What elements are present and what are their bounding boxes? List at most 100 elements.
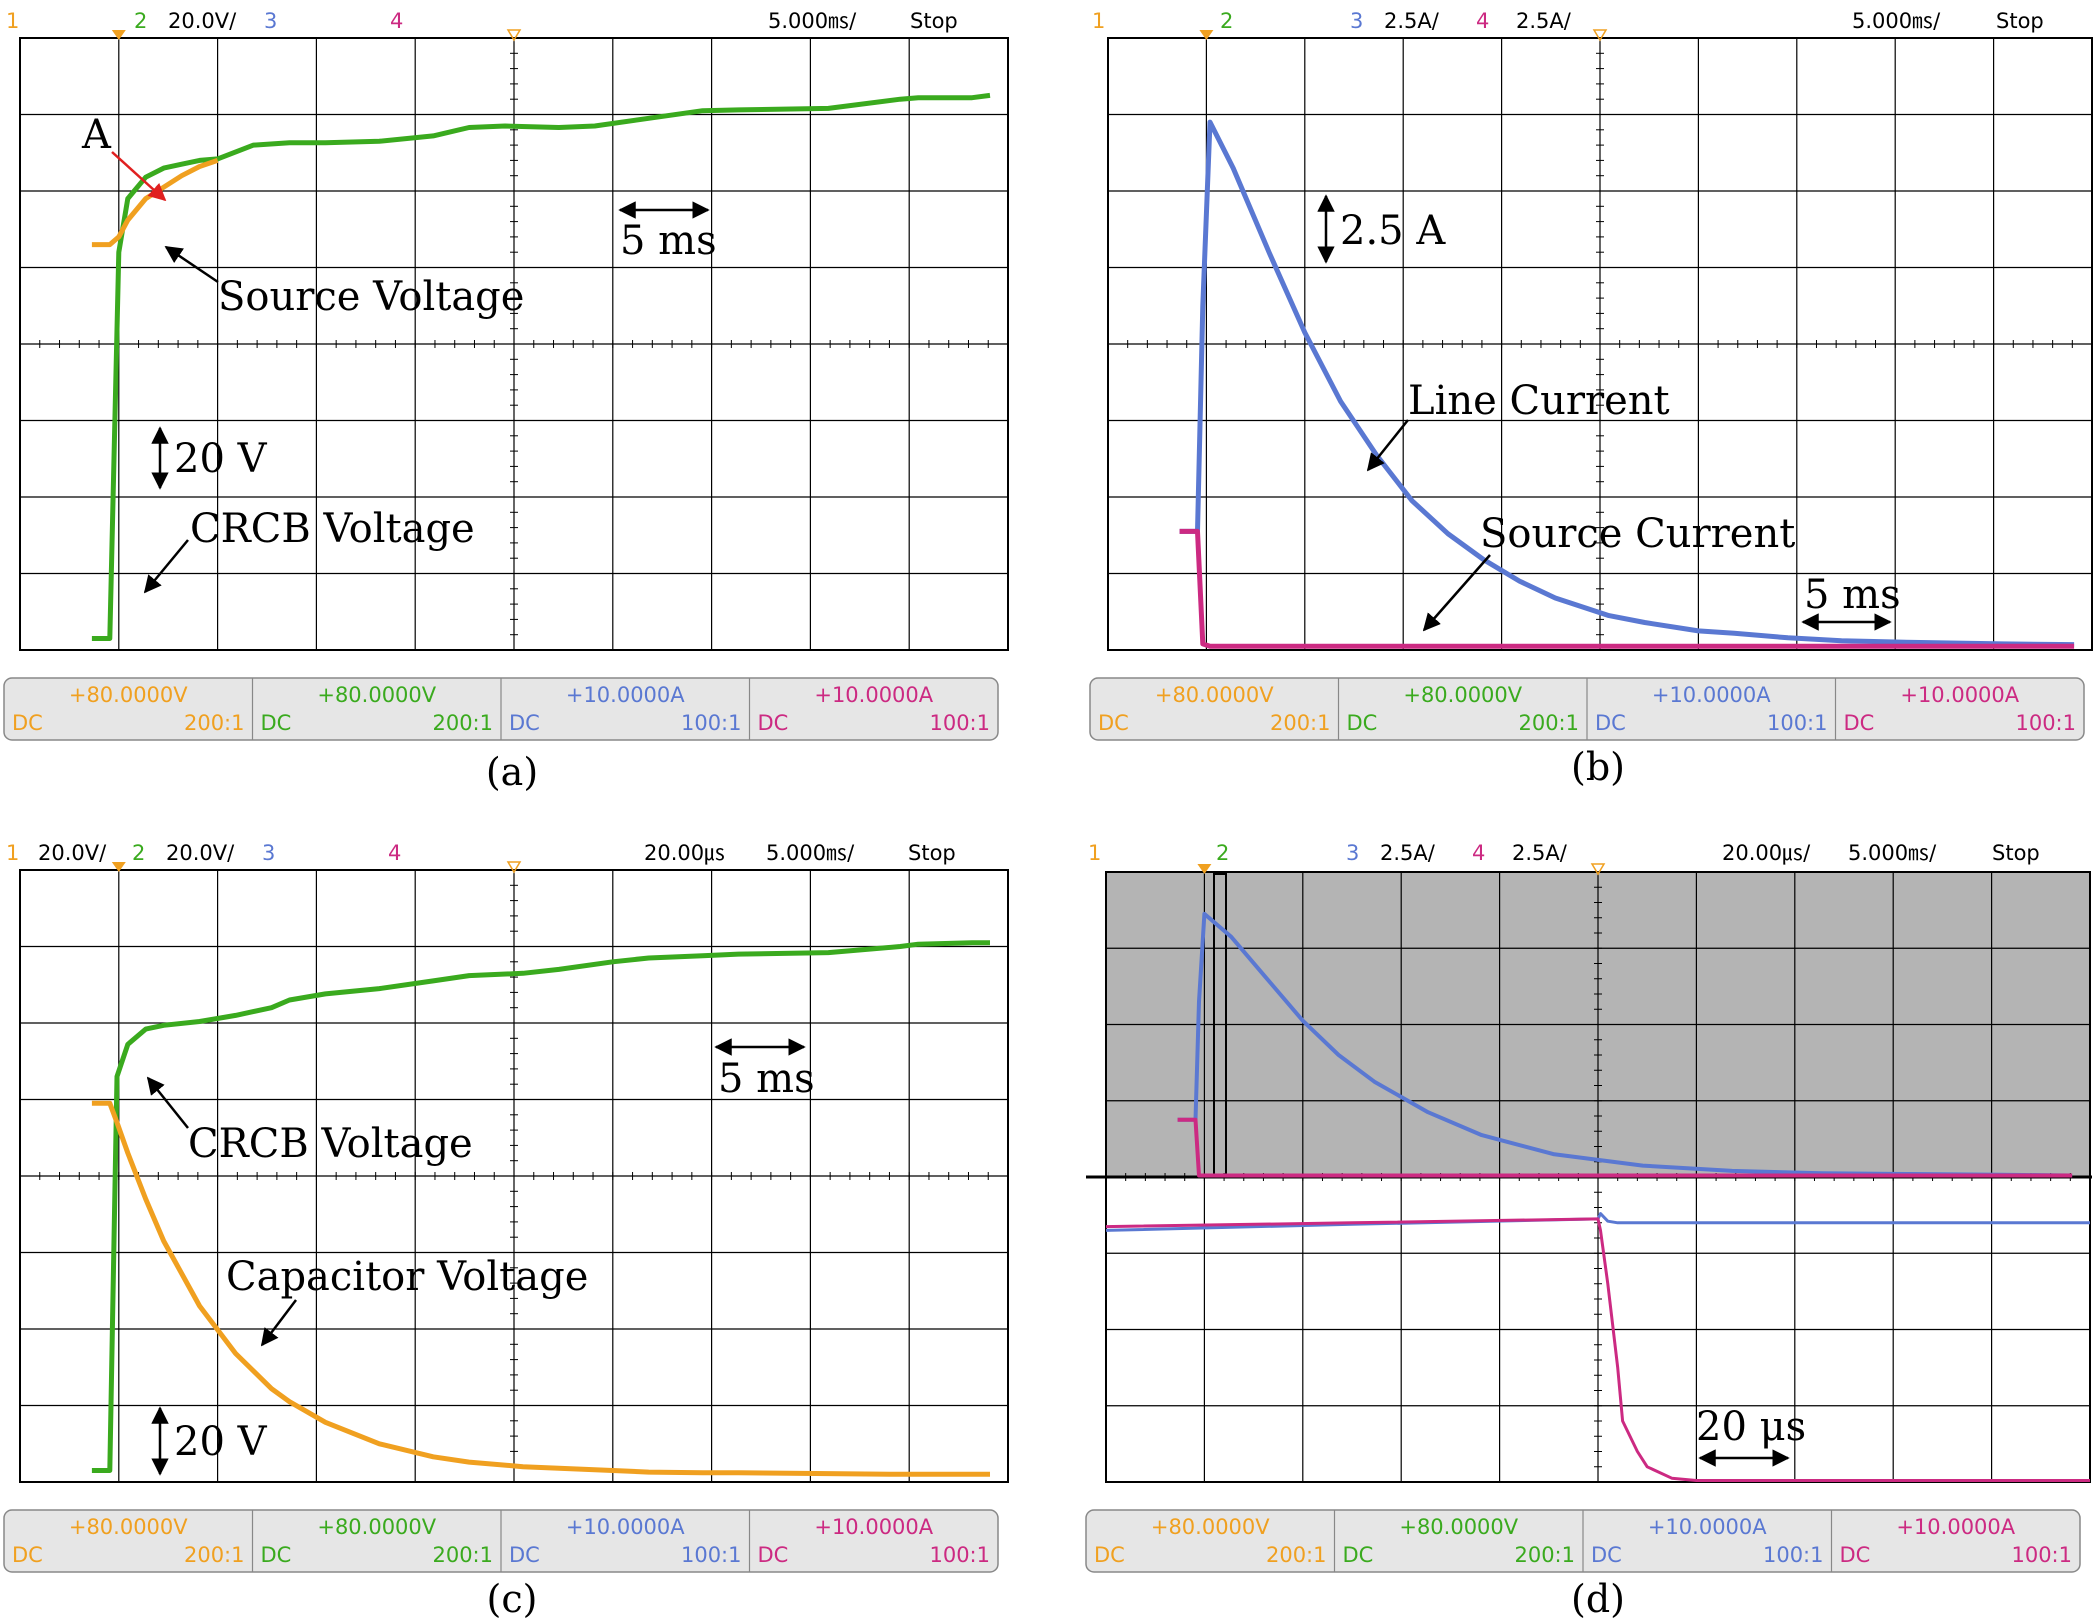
label-source-voltage: Source Voltage: [218, 274, 524, 320]
annotations-c: CRCB Voltage Capacitor Voltage 20 V 5 ms: [146, 1038, 815, 1476]
trace-line-current: [1105, 1212, 2090, 1232]
channel-coupling: DC: [261, 711, 292, 735]
trace-line-current: [1177, 911, 2073, 1178]
label-20v: 20 V: [174, 436, 268, 482]
channel-coupling: DC: [12, 711, 43, 735]
label-20us: 20 μs: [1696, 1404, 1806, 1450]
channel-offset: +80.0000V: [1155, 683, 1274, 707]
channel-probe: 100:1: [2011, 1543, 2072, 1567]
hdr-ch3: 3: [1346, 841, 1359, 865]
header-a: 1 2 20.0V/ 3 4 5.000㎳/ Stop: [6, 9, 958, 33]
channel-coupling: DC: [12, 1543, 43, 1567]
hdr-ch4: 4: [1476, 9, 1489, 33]
panel-d: 1 2 3 2.5A/ 4 2.5A/ 20.00㎲/ 5.000㎳/ Stop…: [1085, 841, 2092, 1621]
channel-coupling: DC: [1595, 711, 1626, 735]
channel-coupling: DC: [1347, 711, 1378, 735]
trace-line-current: [1179, 119, 2075, 648]
trigger-marker: [1197, 864, 1212, 874]
hdr-ch1-scale: 20.0V/: [38, 841, 107, 865]
channel-coupling: DC: [1094, 1543, 1125, 1567]
channel-coupling: DC: [1343, 1543, 1374, 1567]
hdr-timebase: 5.000㎳/: [1852, 9, 1941, 33]
label-5ms: 5 ms: [718, 1056, 815, 1102]
hdr-ch3: 3: [262, 841, 275, 865]
caption-a: (a): [486, 750, 538, 794]
arrow-crcb-voltage: [146, 1076, 189, 1129]
center-marker: [506, 29, 522, 42]
channel-coupling: DC: [1840, 1543, 1871, 1567]
channel-coupling: DC: [1844, 711, 1875, 735]
channel-coupling: DC: [758, 711, 789, 735]
panel-b: 1 2 3 2.5A/ 4 2.5A/ 5.000㎳/ Stop 2.5 A L…: [1089, 9, 2093, 789]
hdr-ch2: 2: [1216, 841, 1229, 865]
arrow-crcb-voltage: [143, 539, 189, 594]
label-5ms: 5 ms: [1804, 572, 1901, 618]
hdr-ch2: 2: [1220, 9, 1233, 33]
label-20v: 20 V: [174, 1419, 268, 1465]
trace-source-current: [1177, 1117, 2073, 1178]
label-crcb-voltage: CRCB Voltage: [188, 1121, 473, 1167]
channel-probe: 100:1: [681, 1543, 742, 1567]
caption-b: (b): [1571, 745, 1625, 789]
channel-offset: +80.0000V: [1403, 683, 1522, 707]
channel-coupling: DC: [758, 1543, 789, 1567]
trace-source-current: [1179, 528, 2075, 649]
hdr-ch2: 2: [134, 9, 147, 33]
channel-offset: +80.0000V: [69, 1515, 188, 1539]
hdr-ch2-scale: 20.0V/: [166, 841, 235, 865]
channel-offset: +80.0000V: [69, 683, 188, 707]
hdr-ch3-scale: 2.5A/: [1384, 9, 1440, 33]
label-2-5a: 2.5 A: [1340, 208, 1446, 254]
channel-probe: 100:1: [929, 711, 990, 735]
panel-c: 1 20.0V/ 2 20.0V/ 3 4 20.00㎲ 5.000㎳/ Sto…: [3, 841, 1009, 1621]
channel-offset: +80.0000V: [1151, 1515, 1270, 1539]
center-marker: [1592, 29, 1608, 42]
hdr-ch1: 1: [6, 9, 19, 33]
caption-d: (d): [1571, 1577, 1625, 1621]
channel-coupling: DC: [1098, 711, 1129, 735]
channel-offset: +10.0000A: [1900, 683, 2019, 707]
hdr-ch1: 1: [6, 841, 19, 865]
channel-probe: 100:1: [1767, 711, 1828, 735]
hdr-timebase: 5.000㎳/: [1848, 841, 1937, 865]
annotations-d: 20 μs: [1696, 1404, 1806, 1467]
trace-capacitor-voltage: [91, 1100, 990, 1477]
hdr-ch3-scale: 2.5A/: [1380, 841, 1436, 865]
channel-coupling: DC: [1591, 1543, 1622, 1567]
trace-crcb-voltage: [91, 92, 991, 641]
header-d: 1 2 3 2.5A/ 4 2.5A/ 20.00㎲/ 5.000㎳/ Stop: [1088, 841, 2040, 866]
hdr-ch2-scale: 20.0V/: [168, 9, 237, 33]
channel-bar-a: +80.0000V DC 200:1 +80.0000V DC 200:1 +10.0000…: [3, 677, 999, 741]
channel-probe: 200:1: [1514, 1543, 1575, 1567]
hdr-status: Stop: [1992, 841, 2040, 865]
channel-probe: 200:1: [1518, 711, 1579, 735]
channel-bar-d: +80.0000V DC 200:1 +80.0000V DC 200:1 +10.0000…: [1085, 1509, 2081, 1573]
channel-offset: +10.0000A: [814, 683, 933, 707]
hdr-ch3: 3: [264, 9, 277, 33]
traces-a: [91, 92, 991, 641]
hdr-status: Stop: [908, 841, 956, 865]
hdr-ch1: 1: [1088, 841, 1101, 865]
hdr-ch1: 1: [1092, 9, 1105, 33]
label-A: A: [81, 112, 112, 158]
trigger-marker: [111, 30, 126, 40]
grid-c: [19, 861, 1009, 1483]
header-c: 1 20.0V/ 2 20.0V/ 3 4 20.00㎲ 5.000㎳/ Sto…: [6, 841, 956, 866]
arrow-A: [111, 151, 167, 202]
arrow-line-current: [1366, 419, 1409, 472]
hdr-timebase: 5.000㎳/: [766, 841, 855, 865]
channel-offset: +80.0000V: [317, 683, 436, 707]
hdr-ch4-scale: 2.5A/: [1512, 841, 1568, 865]
grid-b: [1107, 29, 2093, 651]
hdr-status: Stop: [1996, 9, 2044, 33]
hdr-status: Stop: [910, 9, 958, 33]
hdr-ch3: 3: [1350, 9, 1363, 33]
label-5ms: 5 ms: [620, 218, 717, 264]
channel-bar-c: +80.0000V DC 200:1 +80.0000V DC 200:1 +10.0000…: [3, 1509, 999, 1573]
header-b: 1 2 3 2.5A/ 4 2.5A/ 5.000㎳/ Stop: [1092, 9, 2044, 33]
hdr-zoom: 20.00㎲: [644, 841, 725, 866]
label-line-current: Line Current: [1408, 378, 1670, 424]
hdr-ch4: 4: [388, 841, 401, 865]
channel-offset: +80.0000V: [1399, 1515, 1518, 1539]
channel-coupling: DC: [509, 1543, 540, 1567]
